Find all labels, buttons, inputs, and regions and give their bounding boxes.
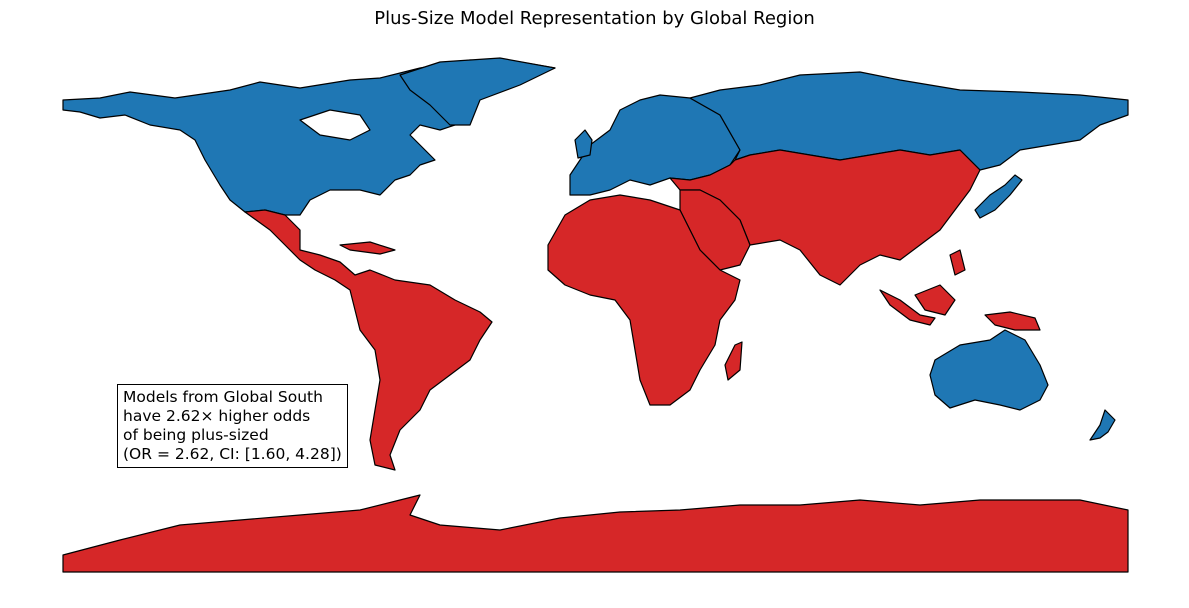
- annotation-line: Models from Global South: [123, 388, 323, 406]
- region-se-asia: [879, 289, 936, 326]
- annotation-line: have 2.62× higher odds: [123, 407, 311, 425]
- annotation-line: (OR = 2.62, CI: [1.60, 4.28]): [123, 445, 342, 463]
- region-africa: [724, 341, 743, 381]
- odds-ratio-annotation: Models from Global South have 2.62× high…: [117, 384, 348, 468]
- region-se-asia: [984, 311, 1041, 331]
- region-japan: [974, 174, 1023, 219]
- region-europe: [574, 129, 593, 159]
- region-se-asia: [914, 284, 956, 316]
- annotation-line: of being plus-sized: [123, 426, 269, 444]
- region-new-zealand: [1089, 409, 1116, 441]
- region-latin-america: [244, 209, 493, 471]
- region-antarctica: [62, 494, 1129, 573]
- region-latin-america: [339, 241, 396, 255]
- region-north-america: [399, 57, 556, 126]
- map-title: Plus-Size Model Representation by Global…: [374, 8, 815, 29]
- region-se-asia: [949, 249, 966, 276]
- region-europe: [569, 94, 741, 196]
- region-australia: [929, 329, 1049, 411]
- region-africa: [547, 194, 741, 406]
- region-north-america: [299, 109, 371, 141]
